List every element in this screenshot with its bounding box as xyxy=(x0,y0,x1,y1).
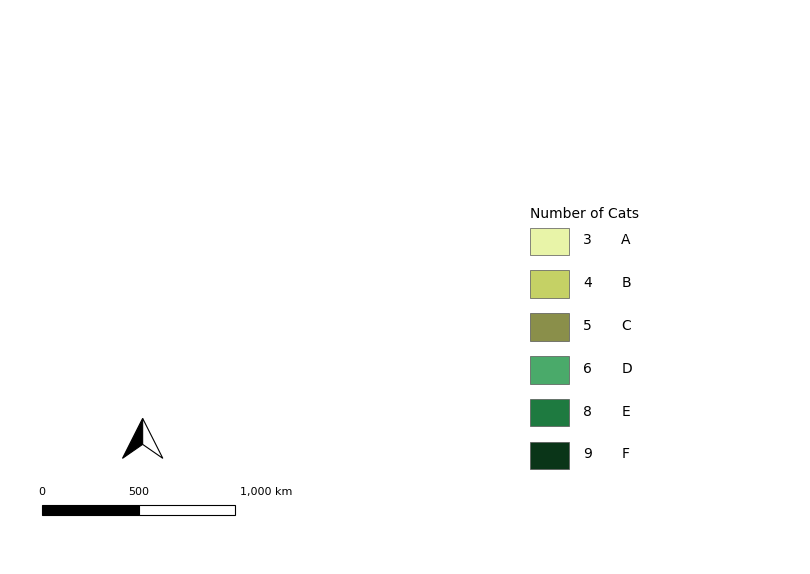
Text: E: E xyxy=(621,405,630,418)
Bar xyxy=(530,399,569,426)
Bar xyxy=(530,442,569,469)
Bar xyxy=(530,228,569,255)
Polygon shape xyxy=(122,418,143,459)
Text: 9: 9 xyxy=(583,447,592,461)
Polygon shape xyxy=(143,418,163,459)
Text: Number of Cats: Number of Cats xyxy=(530,207,639,221)
Text: C: C xyxy=(621,319,631,333)
Text: 6: 6 xyxy=(583,362,592,376)
Bar xyxy=(530,270,569,298)
Text: B: B xyxy=(621,276,631,290)
Text: D: D xyxy=(621,362,632,376)
Text: F: F xyxy=(621,447,629,461)
Bar xyxy=(530,356,569,383)
Text: A: A xyxy=(621,233,631,247)
Text: 5: 5 xyxy=(583,319,592,333)
Text: 4: 4 xyxy=(583,276,592,290)
Text: 8: 8 xyxy=(583,405,592,418)
Text: 3: 3 xyxy=(583,233,592,247)
Bar xyxy=(139,505,236,515)
Bar xyxy=(530,313,569,341)
Text: 500: 500 xyxy=(128,487,149,497)
Text: 1,000 km: 1,000 km xyxy=(240,487,292,497)
Text: 0: 0 xyxy=(38,487,45,497)
Bar xyxy=(42,505,139,515)
